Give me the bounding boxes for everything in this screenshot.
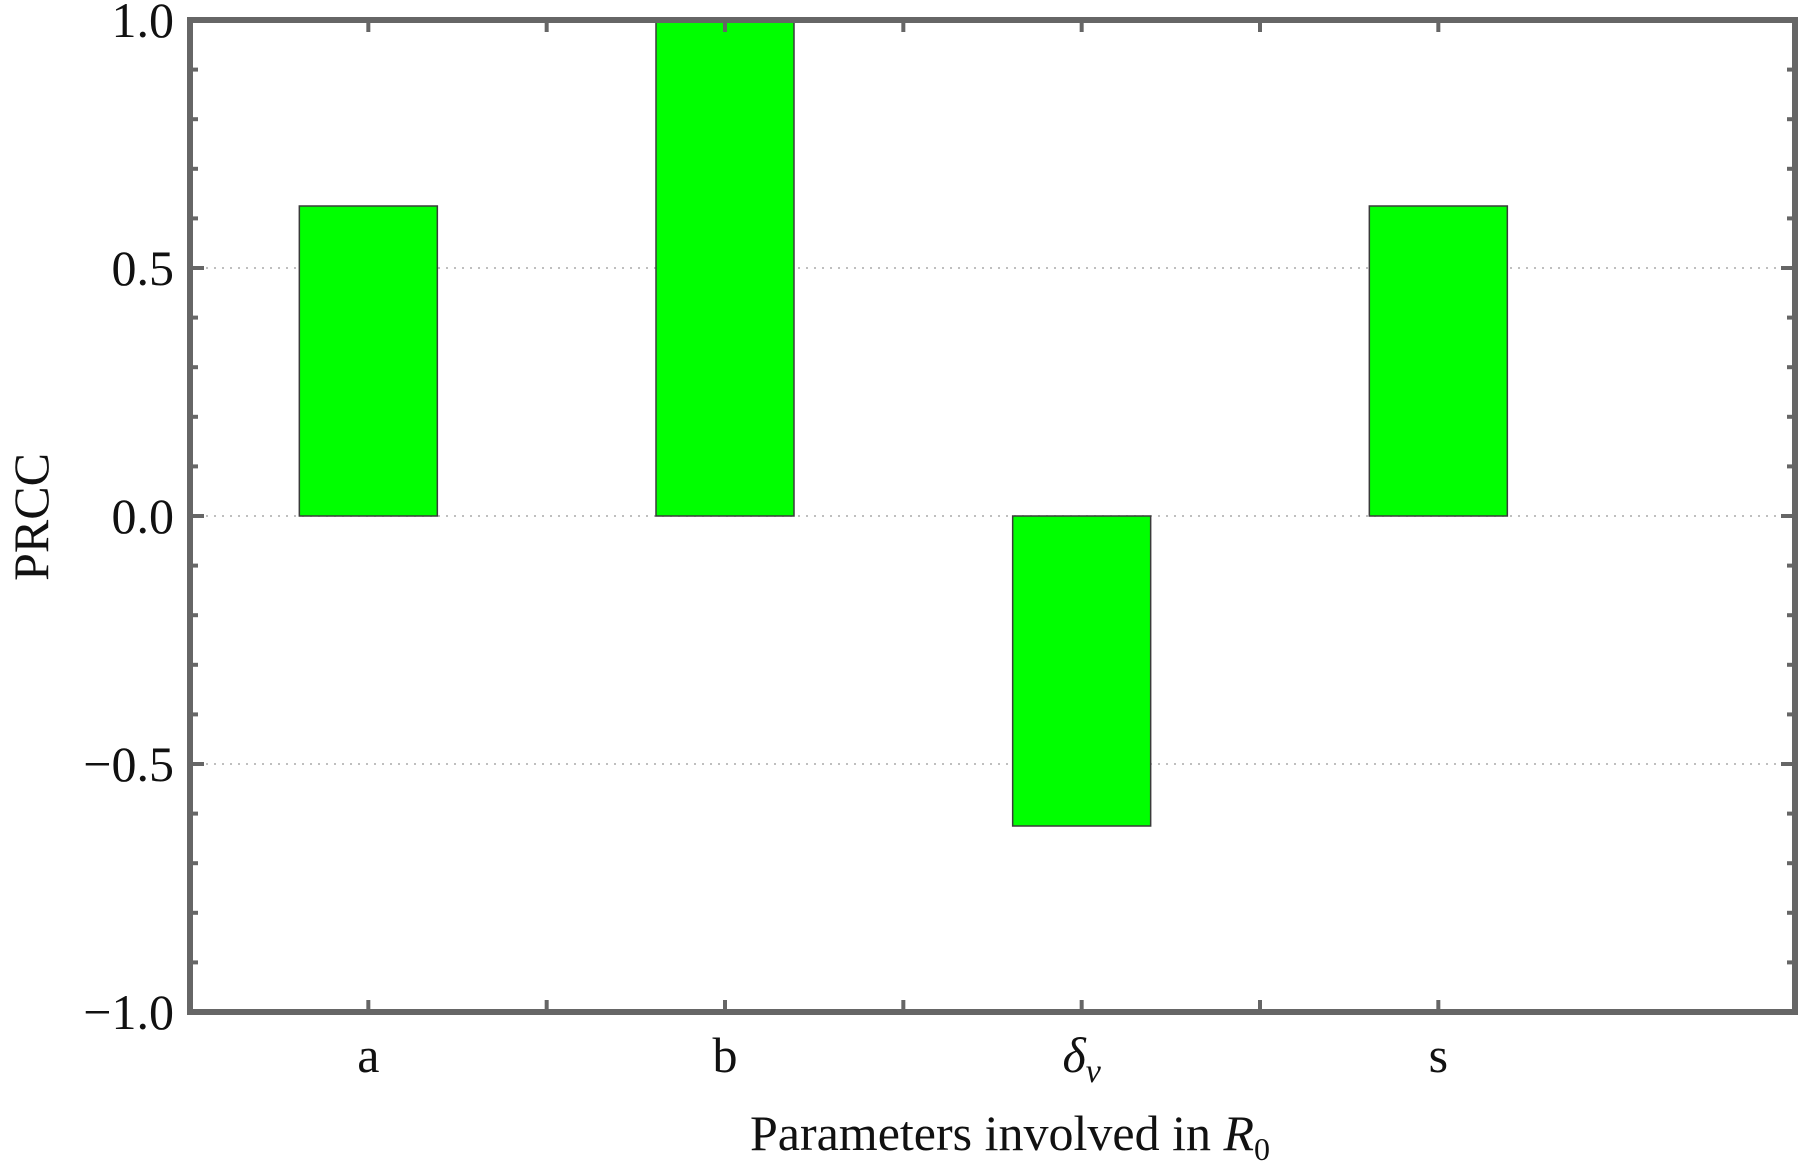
x-axis-label-subscript: 0 [1254,1131,1270,1164]
y-tick-label: 0.0 [112,488,175,544]
bar [655,19,795,517]
bar [298,205,439,517]
x-tick-label: s [1429,1027,1448,1083]
x-tick-label: b [713,1027,738,1083]
x-axis-label: Parameters involved in R0 [750,1105,1270,1164]
y-tick-labels: 1.0 0.5 0.0 −0.5 −1.0 [83,0,174,1040]
y-tick-label: −1.0 [83,984,174,1040]
x-axis-label-text: Parameters involved in [750,1105,1224,1161]
grid-lines [190,267,1795,765]
y-tick-label: 1.0 [112,0,175,48]
x-tick-label: a [357,1027,379,1083]
bar [1368,205,1509,517]
bar [1011,515,1152,827]
x-tick-label: δv [1062,1027,1101,1090]
y-tick-label: −0.5 [83,736,174,792]
y-tick-label: 0.5 [112,240,175,296]
bars [298,19,1509,827]
y-axis-label: PRCC [3,453,59,581]
plot-frame [187,17,1798,1015]
x-tick-labels: a b δv s [357,1027,1448,1090]
x-axis-label-variable: R [1222,1105,1254,1161]
